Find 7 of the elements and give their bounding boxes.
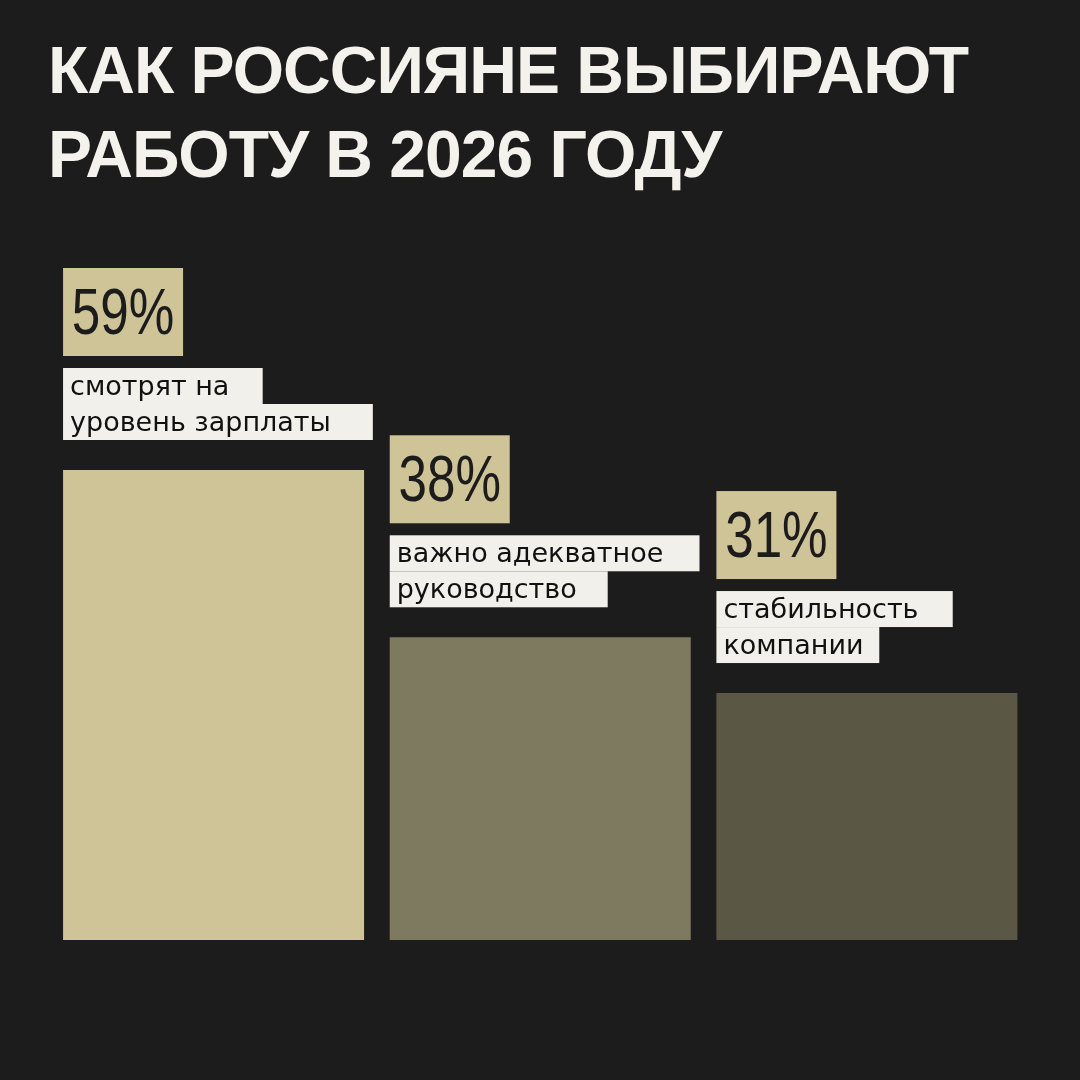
x-tick-label: смотрят на уровень зарплаты <box>70 370 331 437</box>
x-tick-label: важно адекватное руководство <box>396 537 664 605</box>
data-label: 59% <box>71 276 175 348</box>
chart-title: КАК РОССИЯНЕ ВЫБИРАЮТ РАБОТУ В 2026 ГОДУ <box>48 32 970 193</box>
x-tick-label: стабильность компании <box>723 593 919 661</box>
data-label: 38% <box>398 443 501 515</box>
data-label: 31% <box>725 499 828 571</box>
